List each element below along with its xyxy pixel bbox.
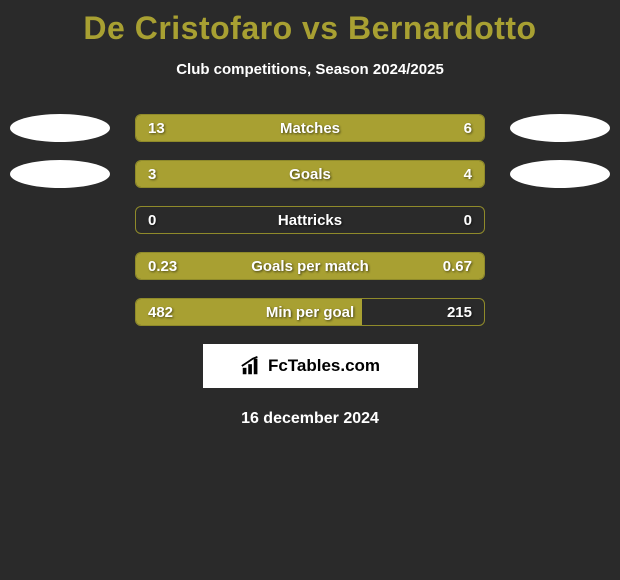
stat-bar: 3 4 Goals — [135, 160, 485, 188]
footer-date: 16 december 2024 — [0, 410, 620, 428]
stat-label: Goals — [289, 161, 331, 187]
stat-row: 13 6 Matches — [0, 114, 620, 142]
stat-label: Min per goal — [266, 299, 354, 325]
stat-value-left: 0 — [148, 207, 156, 233]
stat-row: 0 0 Hattricks — [0, 206, 620, 234]
stat-bar: 13 6 Matches — [135, 114, 485, 142]
player-right-avatar — [510, 160, 610, 188]
page-title: De Cristofaro vs Bernardotto — [0, 0, 620, 47]
bar-chart-icon — [240, 355, 262, 377]
stat-value-right: 6 — [464, 115, 472, 141]
brand-logo[interactable]: FcTables.com — [203, 344, 418, 388]
stat-value-left: 13 — [148, 115, 165, 141]
comparison-chart: 13 6 Matches 3 4 Goals 0 0 Hattricks 0.23 0.67 Goal… — [0, 114, 620, 326]
player-left-avatar — [10, 114, 110, 142]
player-left-avatar — [10, 160, 110, 188]
stat-label: Goals per match — [251, 253, 369, 279]
stat-label: Matches — [280, 115, 340, 141]
stat-label: Hattricks — [278, 207, 342, 233]
stat-row: 0.23 0.67 Goals per match — [0, 252, 620, 280]
stat-value-left: 482 — [148, 299, 173, 325]
stat-value-left: 0.23 — [148, 253, 177, 279]
player-right-avatar — [510, 114, 610, 142]
bar-left-fill — [136, 161, 275, 187]
page-subtitle: Club competitions, Season 2024/2025 — [0, 61, 620, 78]
brand-label: FcTables.com — [268, 356, 380, 376]
stat-value-right: 0.67 — [443, 253, 472, 279]
stat-value-right: 215 — [447, 299, 472, 325]
stat-value-right: 4 — [464, 161, 472, 187]
stat-bar: 0 0 Hattricks — [135, 206, 485, 234]
stat-bar: 482 215 Min per goal — [135, 298, 485, 326]
stat-row: 3 4 Goals — [0, 160, 620, 188]
stat-bar: 0.23 0.67 Goals per match — [135, 252, 485, 280]
stat-row: 482 215 Min per goal — [0, 298, 620, 326]
stat-value-right: 0 — [464, 207, 472, 233]
stat-value-left: 3 — [148, 161, 156, 187]
